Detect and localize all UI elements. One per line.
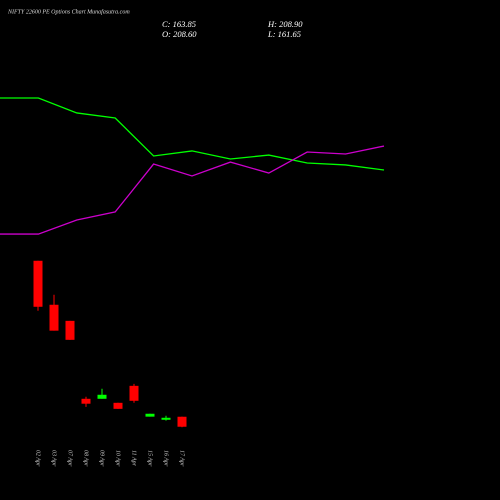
- line: [0, 145, 385, 235]
- candle-body: [49, 304, 59, 331]
- candle-body: [33, 260, 43, 307]
- x-tick-label: 09 Apr: [99, 450, 105, 467]
- candle-body: [145, 413, 155, 417]
- chart-title: NIFTY 22600 PE Options Chart Munafasutra…: [7, 8, 130, 15]
- candle-body: [161, 417, 171, 420]
- candle-body: [129, 385, 139, 401]
- x-tick-label: 16 Apr: [163, 450, 169, 467]
- candle-body: [81, 398, 91, 404]
- low-label: L: 161.65: [267, 29, 301, 39]
- x-tick-label: 02 Apr: [35, 450, 41, 467]
- x-tick-label: 08 Apr: [83, 450, 89, 467]
- x-tick-label: 10 Apr: [115, 450, 121, 467]
- x-tick-label: 11 Apr: [131, 450, 137, 467]
- x-tick-label: 15 Apr: [147, 450, 153, 467]
- candle-body: [97, 394, 107, 399]
- x-tick-label: 17 Apr: [179, 450, 185, 467]
- line: [0, 97, 385, 171]
- candle-body: [177, 416, 187, 427]
- close-label: C: 163.85: [162, 19, 196, 29]
- candle-body: [113, 402, 123, 409]
- x-tick-label: 03 Apr: [51, 450, 57, 467]
- x-tick-label: 07 Apr: [67, 450, 73, 467]
- open-label: O: 208.60: [162, 29, 197, 39]
- candle-body: [65, 320, 75, 340]
- high-label: H: 208.90: [267, 19, 303, 29]
